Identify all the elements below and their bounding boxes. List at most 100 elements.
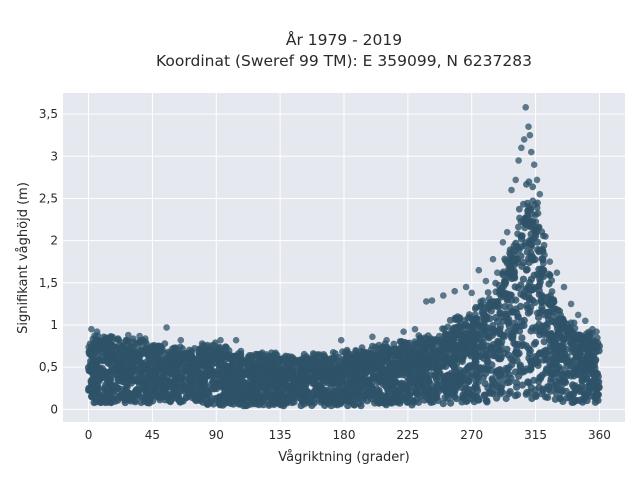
outlier-point <box>567 300 575 308</box>
data-point <box>154 356 162 364</box>
outlier-point <box>518 144 525 152</box>
data-point <box>113 354 121 362</box>
data-point <box>465 331 473 339</box>
data-point <box>518 381 527 389</box>
data-point <box>553 325 562 333</box>
data-point <box>487 345 495 353</box>
data-point <box>368 351 376 359</box>
data-point <box>503 366 511 374</box>
outlier-point <box>512 176 519 184</box>
data-point <box>461 386 469 394</box>
y-axis-label: Signifikant våghöjd (m) <box>16 182 31 334</box>
data-point <box>413 395 421 403</box>
data-point <box>469 337 477 345</box>
data-point <box>176 349 184 357</box>
scatter-points <box>84 104 604 410</box>
data-point <box>183 352 191 360</box>
data-point <box>352 351 360 359</box>
data-point <box>473 387 482 395</box>
data-point <box>122 354 131 362</box>
data-point <box>97 356 105 364</box>
data-point <box>489 325 497 334</box>
data-point <box>117 361 125 369</box>
data-point <box>91 382 99 390</box>
data-point <box>329 349 337 356</box>
outlier-point <box>369 333 376 341</box>
data-point <box>347 392 355 400</box>
outlier-point <box>475 266 483 274</box>
data-point <box>484 357 492 366</box>
data-point <box>218 381 226 390</box>
y-tick-label: 1,5 <box>39 276 58 290</box>
data-point <box>373 385 381 393</box>
data-point <box>515 205 523 213</box>
data-point <box>540 241 548 249</box>
x-tick-label: 180 <box>333 428 356 442</box>
data-point <box>215 360 223 368</box>
data-point <box>221 374 229 382</box>
data-point <box>518 334 526 342</box>
data-point <box>474 331 482 339</box>
data-point <box>322 355 330 362</box>
data-point <box>307 394 315 402</box>
data-point <box>408 388 416 396</box>
data-point <box>538 270 546 278</box>
data-point <box>472 377 480 385</box>
data-point <box>570 330 578 338</box>
data-point <box>439 400 447 408</box>
data-point <box>192 397 200 405</box>
data-point <box>122 379 130 387</box>
data-point <box>280 358 288 366</box>
data-point <box>538 304 546 312</box>
outlier-point <box>522 104 529 111</box>
data-point <box>539 293 548 301</box>
data-point <box>400 347 407 355</box>
data-point <box>121 391 129 399</box>
outlier-point <box>525 123 532 130</box>
data-point <box>143 344 151 352</box>
data-point <box>452 342 460 350</box>
data-point <box>591 398 599 406</box>
data-point <box>254 377 263 385</box>
data-point <box>271 356 279 363</box>
outlier-point <box>177 336 185 344</box>
data-point <box>344 402 352 410</box>
data-point <box>300 350 308 358</box>
data-point <box>259 401 267 409</box>
data-point <box>274 380 282 388</box>
data-point <box>432 375 440 383</box>
data-point <box>524 206 532 214</box>
data-point <box>501 376 509 384</box>
data-point <box>398 380 406 389</box>
data-point <box>556 353 564 361</box>
data-point <box>336 393 344 401</box>
data-point <box>501 310 509 318</box>
data-point <box>396 399 404 407</box>
data-point <box>529 183 537 191</box>
data-point <box>177 397 185 405</box>
data-point <box>575 396 583 405</box>
data-point <box>535 281 544 289</box>
outlier-point <box>163 324 170 331</box>
data-point <box>414 353 422 361</box>
data-point <box>447 369 455 378</box>
data-point <box>561 377 569 385</box>
data-point <box>390 370 398 379</box>
data-point <box>562 345 571 353</box>
data-point <box>282 384 290 392</box>
x-axis-label: Vågriktning (grader) <box>278 450 409 465</box>
data-point <box>102 357 110 365</box>
data-point <box>246 384 254 392</box>
data-point <box>537 374 545 382</box>
data-point <box>167 349 175 357</box>
data-point <box>196 345 203 353</box>
y-tick-label: 3 <box>50 149 58 163</box>
data-point <box>522 390 530 398</box>
outlier-point <box>526 131 534 139</box>
data-point <box>545 270 553 278</box>
outlier-point <box>528 148 535 156</box>
outlier-point <box>494 269 501 277</box>
data-point <box>490 298 498 305</box>
outlier-point <box>503 228 511 236</box>
outlier-point <box>125 331 132 339</box>
